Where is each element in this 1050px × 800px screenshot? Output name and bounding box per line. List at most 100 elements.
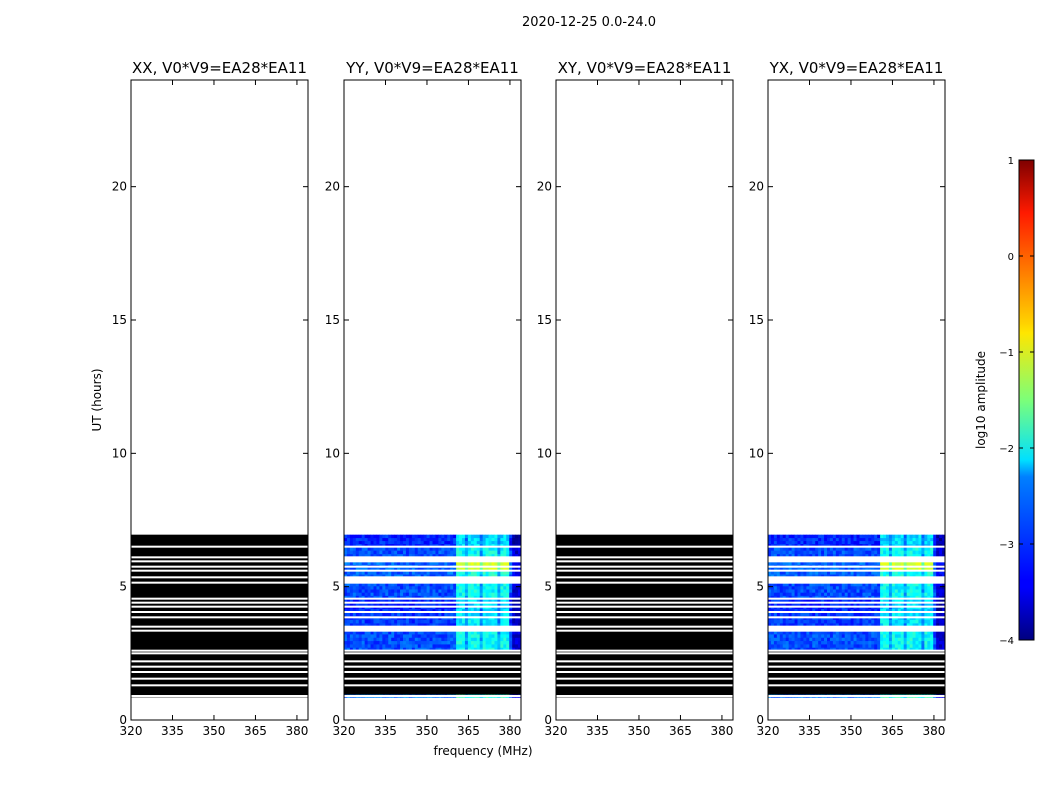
- spectrum-cell: [868, 543, 872, 548]
- spectrum-cell: [367, 602, 371, 606]
- spectrum-cell: [906, 602, 910, 606]
- spectrum-cell: [936, 634, 940, 638]
- spectrum-cell: [506, 570, 510, 575]
- x-tick-label: 350: [628, 724, 651, 738]
- spectrum-cell: [361, 598, 366, 603]
- spectrum-cell: [844, 644, 849, 648]
- spectrum-cell: [479, 585, 484, 590]
- spectrum-cell: [883, 574, 887, 578]
- spectrum-cell: [930, 553, 934, 558]
- spectrum-cell: [915, 644, 919, 648]
- spectrum-cell: [509, 553, 513, 558]
- spectrum-cell: [788, 608, 792, 613]
- spectrum-cell: [379, 561, 383, 565]
- spectrum-cell: [880, 570, 884, 575]
- spectrum-cell: [821, 640, 825, 645]
- spectrum-cell: [432, 585, 436, 590]
- spectrum-cell: [794, 602, 798, 606]
- spectrum-cell: [482, 634, 486, 638]
- spectrum-cell: [853, 602, 857, 606]
- spectrum-cell: [447, 585, 451, 590]
- y-tick-label: 10: [749, 446, 764, 460]
- spectrum-cell: [476, 561, 481, 565]
- spectrum-cell: [379, 602, 383, 606]
- spectrum-cell: [818, 540, 822, 545]
- spectrum-cell: [400, 647, 404, 652]
- gap-row: [344, 652, 521, 655]
- spectrum-cell: [364, 534, 368, 539]
- spectrum-cell: [364, 582, 368, 587]
- spectrum-cell: [883, 640, 887, 645]
- spectrum-cell: [456, 592, 460, 596]
- y-tick-label: 15: [749, 313, 764, 327]
- spectrum-cell: [358, 619, 363, 624]
- spectrum-cell: [918, 612, 922, 617]
- spectrum-cell: [497, 634, 501, 638]
- spectrum-cell: [844, 598, 849, 603]
- spectrum-cell: [420, 608, 425, 613]
- spectrum-cell: [491, 612, 495, 617]
- spectrum-cell: [479, 537, 484, 542]
- spectrum-cell: [344, 543, 348, 548]
- spectrum-cell: [782, 630, 787, 635]
- spectrum-cell: [361, 602, 366, 606]
- spectrum-cell: [444, 630, 448, 635]
- spectrum-cell: [456, 619, 460, 624]
- spectrum-cell: [803, 561, 807, 565]
- spectrum-cell: [417, 543, 422, 548]
- spectrum-cell: [432, 537, 436, 542]
- spectrum-cell: [880, 574, 884, 578]
- spectrum-cell: [379, 644, 383, 648]
- spectrum-cell: [344, 647, 348, 652]
- spectrum-cell: [886, 534, 890, 539]
- spectrum-cell: [880, 592, 884, 596]
- spectrum-cell: [818, 574, 822, 578]
- spectrum-cell: [844, 550, 849, 555]
- spectrum-cell: [420, 602, 425, 606]
- spectrum-cell: [394, 553, 398, 558]
- spectrum-cell: [376, 634, 380, 638]
- spectrum-cell: [423, 647, 427, 652]
- spectrum-cell: [361, 574, 366, 578]
- spectrum-cell: [785, 561, 790, 565]
- spectrum-cell: [491, 534, 495, 539]
- spectrum-cell: [464, 612, 469, 617]
- spectrum-cell: [933, 634, 937, 638]
- spectrum-cell: [497, 647, 501, 652]
- spectrum-cell: [376, 630, 380, 635]
- spectrum-cell: [853, 598, 857, 603]
- spectrum-cell: [785, 534, 790, 539]
- spectrum-cell: [473, 540, 478, 545]
- spectrum-cell: [467, 598, 472, 603]
- spectrum-cell: [388, 630, 392, 635]
- spectrum-cell: [797, 537, 801, 542]
- spectrum-cell: [939, 623, 943, 628]
- spectrum-cell: [344, 561, 348, 565]
- spectrum-cell: [838, 647, 843, 652]
- spectrum-cell: [512, 634, 516, 638]
- spectrum-cell: [408, 592, 413, 596]
- spectrum-cell: [865, 619, 869, 624]
- spectrum-cell: [494, 553, 498, 558]
- spectrum-cell: [856, 574, 860, 578]
- spectrum-cell: [776, 602, 781, 606]
- spectrum-cell: [788, 582, 792, 587]
- spectrum-cell: [358, 637, 363, 642]
- spectrum-cell: [361, 537, 366, 542]
- spectrum-cell: [397, 612, 401, 617]
- spectrum-cell: [900, 585, 905, 590]
- spectrum-cell: [915, 546, 919, 551]
- spectrum-cell: [815, 644, 819, 648]
- spectrum-cell: [435, 570, 439, 575]
- spectrum-cell: [897, 634, 902, 638]
- spectrum-cell: [515, 546, 519, 551]
- spectrum-cell: [868, 570, 872, 575]
- spectrum-cell: [355, 647, 360, 652]
- spectrum-cell: [470, 634, 475, 638]
- spectrum-cell: [829, 537, 834, 542]
- spectrum-cell: [939, 561, 943, 565]
- spectrum-cell: [509, 602, 513, 606]
- spectrum-cell: [871, 647, 875, 652]
- spectrum-cell: [358, 561, 363, 565]
- spectrum-cell: [379, 595, 383, 600]
